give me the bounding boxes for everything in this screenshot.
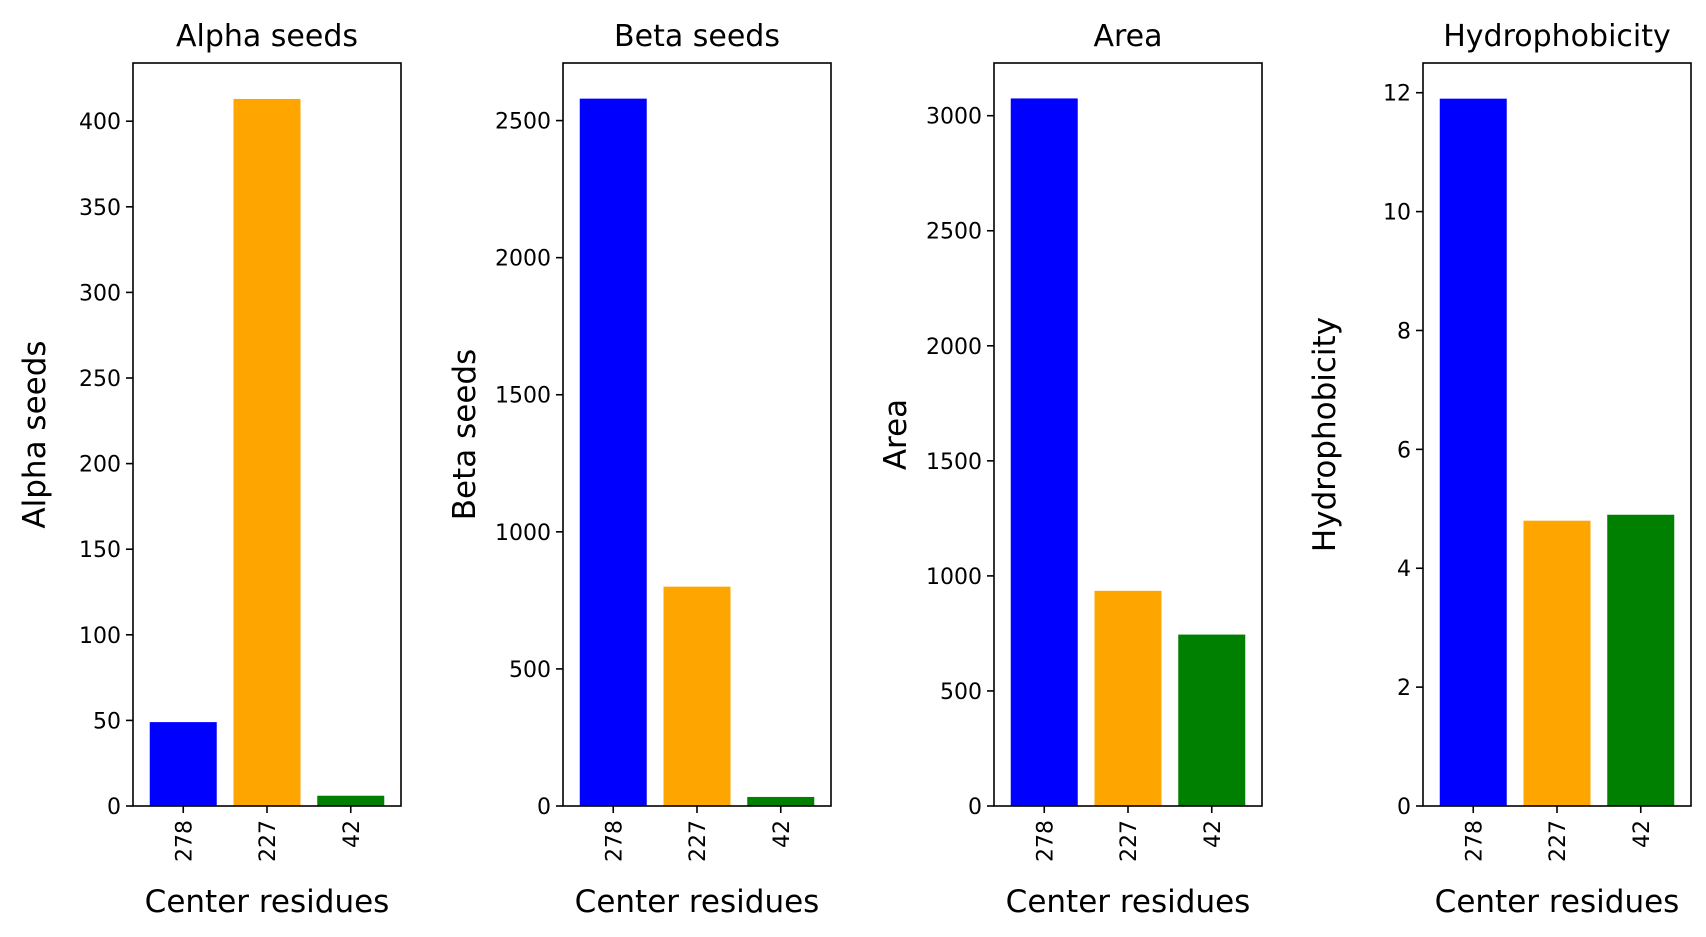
y-tick-label: 0 — [1397, 795, 1411, 820]
y-tick-label: 2000 — [495, 247, 551, 272]
x-tick-label: 278 — [1033, 820, 1058, 862]
bar-42 — [317, 795, 385, 806]
x-tick-label: 227 — [1546, 820, 1571, 862]
y-axis-label: Hydrophobicity — [1307, 317, 1343, 552]
axes-frame — [132, 62, 402, 807]
bar-278 — [1439, 98, 1507, 806]
y-axis-label: Beta seeds — [447, 349, 483, 520]
y-tick-label: 500 — [509, 658, 551, 683]
y-tick-label: 1500 — [495, 384, 551, 409]
y-tick-label: 2500 — [495, 110, 551, 135]
bar-227 — [663, 586, 731, 806]
bar-227 — [1094, 590, 1162, 806]
y-tick-label: 0 — [537, 795, 551, 820]
y-axis-label: Alpha seeds — [17, 340, 53, 528]
bar-42 — [1607, 514, 1675, 806]
subplot-title: Area — [1093, 19, 1162, 54]
x-tick-label: 42 — [1630, 820, 1655, 848]
axes-frame — [1422, 62, 1692, 807]
x-tick-label: 227 — [256, 820, 281, 862]
subplot-title: Alpha seeds — [176, 19, 358, 54]
bar-278 — [149, 722, 217, 806]
y-tick-label: 1000 — [926, 565, 982, 590]
y-tick-label: 350 — [79, 196, 121, 221]
y-tick-label: 10 — [1383, 201, 1411, 226]
x-axis-label: Center residues — [575, 884, 820, 920]
x-tick-label: 42 — [770, 820, 795, 848]
bar-227 — [233, 98, 301, 806]
bar-278 — [579, 98, 647, 806]
x-tick-label: 278 — [1462, 820, 1487, 862]
bar-42 — [747, 796, 815, 806]
x-axis-label: Center residues — [1435, 884, 1680, 920]
axes-frame — [993, 62, 1263, 807]
x-axis-label: Center residues — [1006, 884, 1251, 920]
y-tick-label: 50 — [93, 709, 121, 734]
x-axis-label: Center residues — [145, 884, 390, 920]
axes-frame — [562, 62, 832, 807]
y-tick-label: 100 — [79, 624, 121, 649]
y-tick-label: 250 — [79, 367, 121, 392]
y-axis-label: Area — [878, 399, 914, 470]
y-tick-label: 400 — [79, 110, 121, 135]
y-tick-label: 1500 — [926, 450, 982, 475]
x-tick-label: 227 — [1117, 820, 1142, 862]
x-tick-label: 227 — [686, 820, 711, 862]
y-tick-label: 6 — [1397, 438, 1411, 463]
y-tick-label: 150 — [79, 538, 121, 563]
x-tick-label: 42 — [340, 820, 365, 848]
subplot-title: Hydrophobicity — [1443, 19, 1671, 54]
y-tick-label: 2000 — [926, 335, 982, 360]
y-tick-label: 8 — [1397, 319, 1411, 344]
x-tick-label: 278 — [602, 820, 627, 862]
bar-278 — [1010, 98, 1078, 806]
y-tick-label: 1000 — [495, 521, 551, 546]
y-tick-label: 2500 — [926, 220, 982, 245]
y-tick-label: 300 — [79, 281, 121, 306]
y-tick-label: 2 — [1397, 676, 1411, 701]
subplot-title: Beta seeds — [614, 19, 780, 54]
bar-42 — [1178, 634, 1246, 806]
x-tick-label: 278 — [172, 820, 197, 862]
y-tick-label: 0 — [107, 795, 121, 820]
x-tick-label: 42 — [1201, 820, 1226, 848]
y-tick-label: 200 — [79, 453, 121, 478]
bar-227 — [1523, 520, 1591, 806]
y-tick-label: 4 — [1397, 557, 1411, 582]
y-tick-label: 3000 — [926, 105, 982, 130]
y-tick-label: 0 — [968, 795, 982, 820]
y-tick-label: 500 — [940, 680, 982, 705]
y-tick-label: 12 — [1383, 82, 1411, 107]
